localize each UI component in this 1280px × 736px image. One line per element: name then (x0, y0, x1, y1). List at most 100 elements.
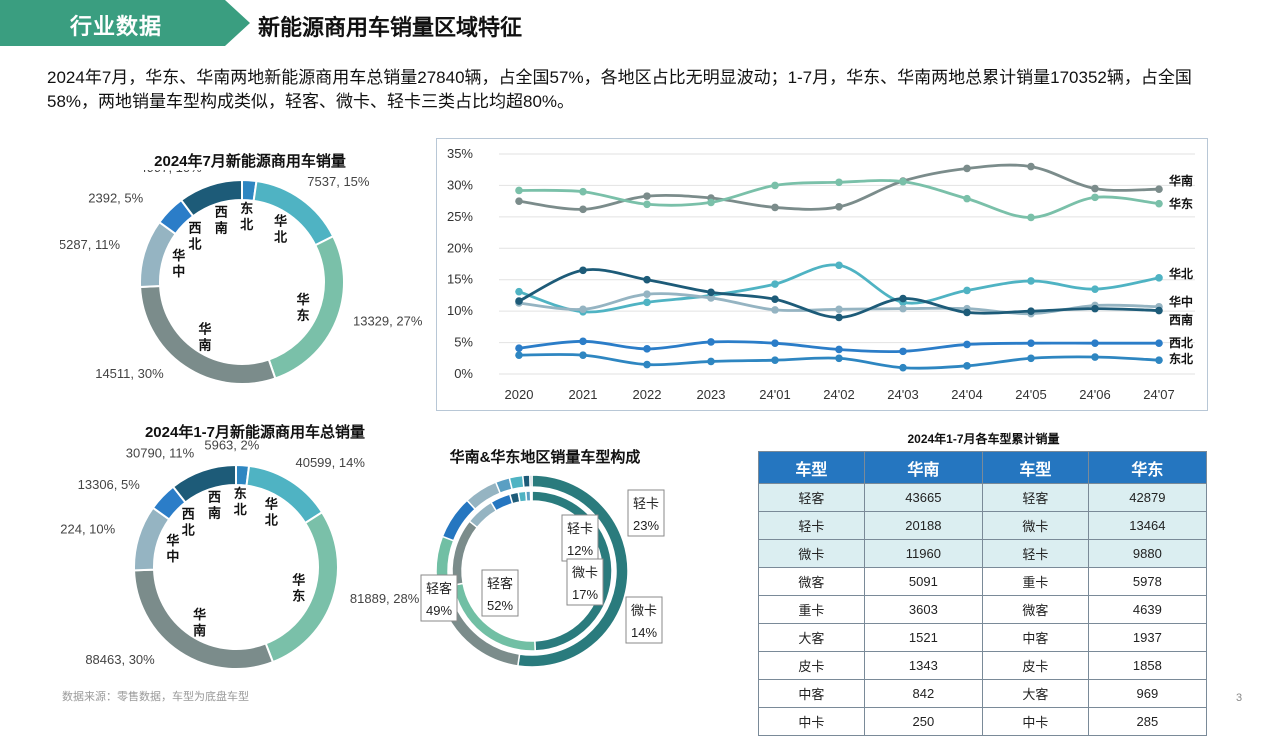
composition-callout: 轻卡 12% (561, 514, 599, 562)
series-point-华东 (835, 178, 843, 187)
table-cell: 中客 (758, 679, 865, 708)
table-cell: 中客 (981, 623, 1089, 652)
table-header-cell: 车型 (758, 451, 865, 484)
table-cell: 重卡 (758, 595, 865, 624)
table-cell: 969 (1087, 679, 1208, 708)
table-header-cell: 车型 (981, 451, 1089, 484)
donut-slice-华中 (139, 220, 177, 289)
table-cell: 1343 (863, 651, 983, 680)
series-point-华中 (707, 294, 715, 302)
table-header-cell: 华南 (863, 451, 983, 484)
series-point-东北 (1155, 356, 1163, 364)
table-row: 中卡 250 中卡 285 (758, 707, 1208, 736)
series-point-西南 (835, 313, 843, 322)
table-cell: 13464 (1087, 511, 1208, 540)
y-tick-label: 15% (447, 272, 473, 287)
table-row: 轻卡 20188 微卡 13464 (758, 511, 1208, 540)
x-tick-label: 24'04 (951, 387, 982, 402)
series-point-华南 (1091, 184, 1099, 193)
x-tick-label: 2023 (697, 387, 726, 402)
y-tick-label: 35% (447, 146, 473, 161)
data-source-note: 数据来源：零售数据，车型为底盘车型 (62, 691, 249, 703)
series-point-东北 (515, 351, 523, 359)
svg-text:轻卡: 轻卡 (567, 521, 593, 536)
series-point-华北 (963, 286, 971, 295)
donut-region-label-华南: 华南 (193, 607, 206, 638)
series-point-东北 (899, 363, 907, 372)
table-row: 皮卡 1343 皮卡 1858 (758, 651, 1208, 680)
series-point-华北 (1027, 277, 1035, 285)
series-end-label-华北: 华北 (1169, 266, 1193, 281)
table-row: 重卡 3603 微客 4639 (758, 595, 1208, 624)
x-tick-label: 24'05 (1015, 387, 1046, 402)
donut-value-label-华北: 40599, 14% (295, 455, 365, 470)
svg-text:52%: 52% (487, 598, 513, 613)
series-point-西南 (515, 297, 523, 305)
table-cell: 中卡 (981, 707, 1089, 736)
svg-text:14%: 14% (631, 625, 657, 640)
series-point-华中 (771, 306, 779, 314)
series-end-label-西北: 西北 (1169, 335, 1193, 350)
donut-value-label-华南: 14511, 30% (95, 366, 164, 381)
composition-callout: 轻客 49% (420, 574, 458, 622)
donut-slice-华北 (252, 179, 335, 247)
x-tick-label: 24'01 (759, 387, 790, 402)
table-cell: 842 (863, 679, 983, 708)
composition-callout: 微卡 17% (566, 558, 604, 606)
donut-chart-cumulative: 东北 5963, 2% 华北 40599, 14% 华东 81889, 28% 华南 8846… (60, 440, 420, 670)
svg-text:微卡: 微卡 (631, 603, 657, 618)
table-row: 轻客 43665 轻客 42879 (758, 483, 1208, 512)
donut-region-label-西北: 西北 (182, 506, 195, 537)
svg-text:12%: 12% (567, 543, 593, 558)
svg-text:23%: 23% (633, 518, 659, 533)
series-point-华南 (835, 203, 843, 211)
section-tag-label: 行业数据 (70, 14, 163, 39)
series-point-华中 (835, 305, 843, 314)
y-tick-label: 20% (447, 240, 473, 255)
table-cell: 250 (863, 707, 983, 736)
donut-region-label-华中: 华中 (166, 533, 179, 564)
series-point-东北 (771, 356, 779, 364)
donut-value-label-华北: 7537, 15% (307, 174, 370, 189)
page-number: 3 (1236, 692, 1243, 704)
y-tick-label: 5% (454, 335, 473, 350)
table-row: 微卡 11960 轻卡 9880 (758, 539, 1208, 568)
donut-slice-华中 (133, 506, 171, 572)
table-row: 中客 842 大客 969 (758, 679, 1208, 708)
donut-region-label-西南: 西南 (215, 204, 228, 235)
table-cell: 轻卡 (758, 511, 865, 540)
donut2-title: 2024年1-7月新能源商用车总销量 (144, 424, 366, 441)
series-point-西北 (643, 345, 651, 353)
table-header-cell: 华东 (1087, 451, 1208, 484)
series-point-西北 (835, 345, 843, 354)
series-point-西南 (579, 266, 587, 275)
donut-value-label-华东: 13329, 27% (353, 314, 423, 329)
series-point-西南 (643, 275, 651, 284)
series-point-东北 (707, 357, 715, 366)
series-point-华东 (1091, 193, 1099, 202)
x-tick-label: 2020 (505, 387, 534, 402)
donut-slice-华北 (245, 464, 324, 525)
composition-title: 华南&华东地区销量车型构成 (449, 449, 641, 466)
series-point-华东 (643, 200, 651, 209)
table-cell: 微客 (758, 567, 865, 596)
series-point-西北 (1027, 339, 1035, 347)
donut-region-label-华东: 华东 (297, 292, 310, 323)
series-point-华南 (1027, 162, 1035, 171)
y-tick-label: 25% (447, 209, 473, 224)
series-point-华东 (771, 181, 779, 190)
series-end-label-西南: 西南 (1169, 312, 1193, 327)
table-cell: 11960 (863, 539, 983, 568)
series-point-西北 (899, 347, 907, 356)
x-tick-label: 2021 (569, 387, 598, 402)
svg-text:轻卡: 轻卡 (633, 496, 659, 511)
series-point-华东 (1027, 213, 1035, 222)
table-row: 大客 1521 中客 1937 (758, 623, 1208, 652)
line-chart-share: 0% 5% 10% 15% 20% 25% 30% 35% 2020 2021 2022 2023 24… (447, 146, 1195, 402)
section-tag: 行业数据 (0, 0, 250, 46)
table-cell: 微卡 (758, 539, 865, 568)
series-point-华北 (835, 261, 843, 270)
donut-value-label-东北: 5963, 2% (204, 440, 259, 452)
table-cell: 皮卡 (981, 651, 1089, 680)
svg-text:17%: 17% (572, 587, 598, 602)
